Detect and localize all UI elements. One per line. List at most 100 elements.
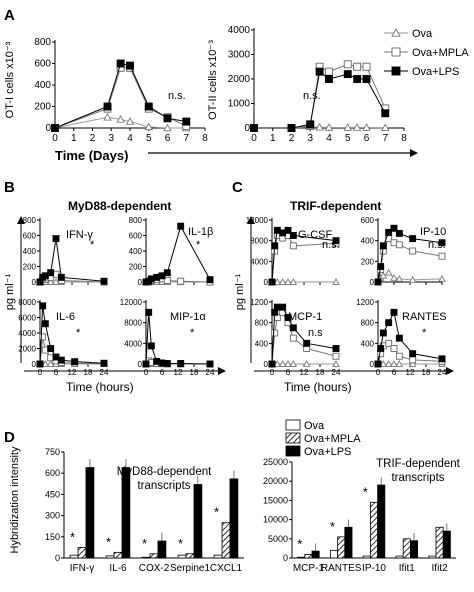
bar	[369, 501, 379, 559]
data-point	[144, 102, 153, 111]
time-days-xlabel: Time (Days)	[55, 148, 128, 163]
data-point	[390, 224, 398, 232]
ot1-ylabel: OT-I cells x10⁻³	[4, 41, 16, 118]
x-tick-label: 12	[406, 368, 415, 377]
panel-label-d: D	[4, 429, 15, 446]
legend-marker	[391, 28, 401, 37]
y-tick-label: 200	[129, 263, 143, 272]
bar	[402, 538, 411, 559]
legend-marker	[391, 66, 401, 76]
bar	[410, 540, 419, 559]
y-tick-label: 400	[129, 247, 143, 256]
x-tick-label: 18	[316, 368, 325, 377]
bar	[105, 555, 115, 559]
y-tick-label: 20000	[263, 476, 288, 486]
data-point	[438, 355, 446, 363]
category-label: COX-2	[139, 563, 170, 574]
ot1-chart: 0 200 400 600 800 0 1 2 3 4 5 6 7 8	[34, 37, 208, 144]
data-point	[126, 61, 134, 70]
data-point	[306, 120, 315, 129]
data-point	[381, 109, 390, 118]
data-point	[250, 124, 258, 132]
y-tick-label: 12000	[120, 298, 143, 307]
data-point	[103, 102, 112, 111]
category-label: Ifit2	[432, 563, 449, 574]
y-tick-label: 0	[283, 553, 288, 563]
bar	[344, 526, 353, 559]
data-point	[271, 329, 279, 337]
significance-mark: *	[297, 537, 302, 552]
data-point	[390, 308, 398, 316]
y-tick-label: 8000	[250, 237, 268, 246]
legend-swatch	[285, 419, 301, 431]
y-tick-label: 0	[370, 278, 375, 287]
data-point	[145, 308, 153, 316]
y-tick-label: 600	[34, 59, 51, 70]
ot1-annotation: n.s.	[168, 90, 186, 102]
y-tick-label: 0	[32, 278, 37, 287]
data-point	[284, 314, 292, 321]
data-point	[409, 356, 417, 364]
data-point	[52, 278, 60, 285]
panel-a: OT-I cells x10⁻³ OT-II cells x10⁻³ n.s. …	[4, 28, 469, 163]
data-point	[377, 263, 385, 270]
significance-mark: *	[76, 327, 81, 339]
subplot-label: RANTES	[402, 311, 447, 323]
data-point	[163, 360, 171, 367]
data-point	[379, 360, 388, 367]
significance-mark: *	[363, 484, 368, 499]
data-point	[315, 122, 324, 131]
x-tick-label: 24	[206, 368, 215, 377]
panel-d-ylabel: Hybridization intensity	[9, 446, 21, 553]
y-tick-label: 4000	[18, 329, 36, 338]
significance-mark: *	[190, 327, 195, 339]
subplot-label: IP-10	[420, 226, 446, 238]
data-point	[379, 329, 387, 337]
data-point	[395, 352, 403, 360]
data-point	[206, 276, 214, 284]
ot2-annotation: n.s.	[303, 90, 321, 102]
data-point	[332, 345, 340, 352]
bar	[337, 536, 346, 559]
x-tick-label: 12	[68, 368, 77, 377]
data-point	[279, 303, 287, 311]
bar	[149, 553, 159, 559]
panel-d-left-chart: 0 150 300 450 600 750 IFN-γ * IL-6 * COX-2 * Serpine…	[45, 447, 244, 574]
data-point	[125, 117, 135, 125]
x-tick-label: 8	[401, 133, 407, 144]
x-tick-label: 2	[90, 133, 96, 144]
subplot-label: IFN-γ	[66, 229, 93, 241]
data-point	[278, 360, 287, 367]
data-point	[177, 277, 185, 285]
data-point	[116, 59, 125, 68]
data-point	[409, 350, 417, 358]
y-tick-label: 8000	[18, 298, 36, 307]
y-tick-label: 600	[361, 216, 375, 225]
x-tick-label: 1	[71, 133, 77, 144]
data-point	[52, 235, 60, 243]
panel-c-subplot: 0 400 800 1200 0 6 12 18 24 RANTES *	[356, 298, 447, 377]
data-point	[395, 229, 403, 237]
data-point	[438, 274, 446, 282]
panel-b-xlabel: Time (hours)	[66, 380, 134, 394]
x-tick-label: 0	[52, 133, 58, 144]
panel-d-right-title-2: transcripts	[391, 472, 444, 484]
bar	[113, 551, 123, 559]
data-point	[206, 360, 214, 368]
data-point	[163, 114, 172, 123]
data-point	[409, 235, 417, 243]
data-point	[100, 359, 108, 367]
significance-mark: *	[178, 536, 183, 551]
panel-b-subplot: 0 2000 4000 6000 8000 0 6 12 18 24 IL-6*	[18, 298, 109, 377]
panel-b-xarrow-head	[218, 367, 226, 375]
significance-mark: n.s	[308, 327, 323, 339]
y-tick-label: 4000	[124, 339, 142, 348]
legend-swatch	[285, 432, 301, 444]
legend-label: Ova+LPS	[304, 446, 351, 458]
data-point	[325, 75, 333, 83]
data-point	[353, 62, 362, 71]
data-point	[147, 342, 155, 350]
category-label: Serpine1	[170, 563, 210, 574]
panel-c-yarrow-head	[247, 216, 255, 224]
